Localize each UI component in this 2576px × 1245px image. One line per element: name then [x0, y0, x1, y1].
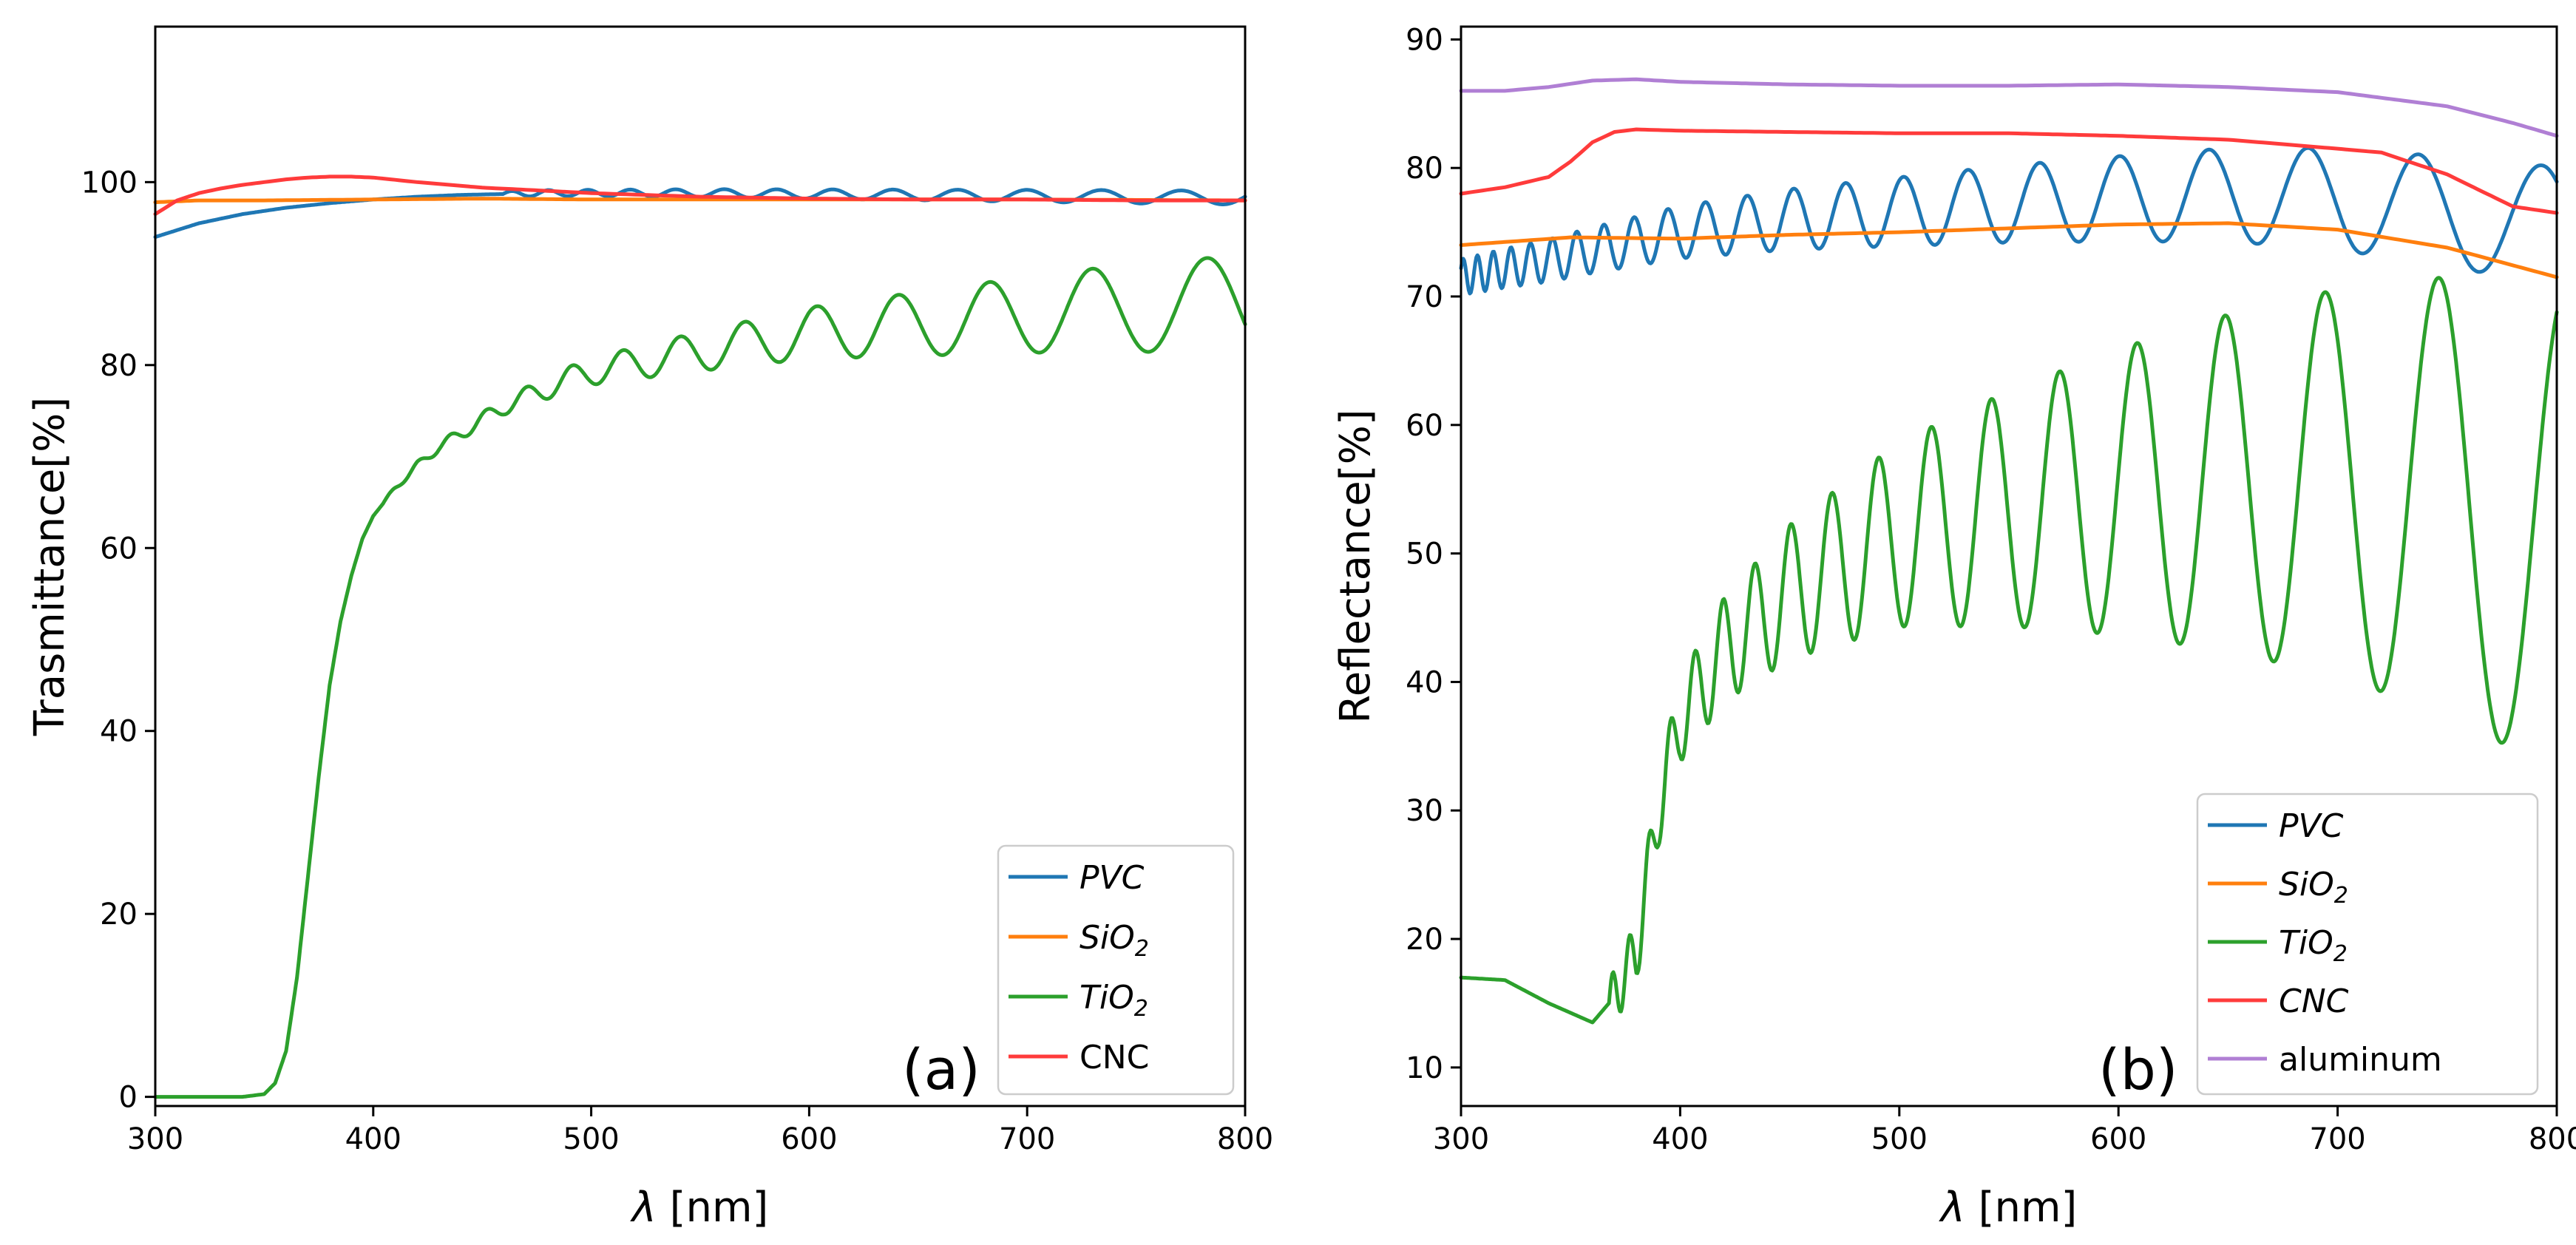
panel-a-x-tick-label: 300 [127, 1122, 183, 1156]
panel-b-y-tick-label: 10 [1406, 1051, 1443, 1085]
panel-b-x-tick-label: 600 [2090, 1122, 2146, 1156]
panel-b-y-tick-label: 30 [1406, 794, 1443, 828]
panel-a-legend-box [997, 844, 1235, 1096]
panel-a-x-tick-label: 800 [1217, 1122, 1273, 1156]
panel-b-series-tio2 [1459, 276, 2559, 1025]
panel-b-legend-label-tio2: TiO2 [2279, 924, 2348, 967]
panel-a-series-cnc [153, 174, 1247, 217]
panel-b-y-tick-label: 80 [1406, 152, 1443, 186]
panel-b-x-tick-label: 500 [1871, 1122, 1928, 1156]
panel-b-legend-label-sio2: SiO2 [2279, 866, 2348, 909]
panel-b-x-tick-label: 700 [2309, 1122, 2365, 1156]
panel-b-y-tick-label: 60 [1406, 409, 1443, 443]
panel-a-y-tick-label: 0 [119, 1081, 138, 1115]
panel-a-legend-label-cnc: CNC [1079, 1039, 1149, 1076]
panel-a-y-tick-label: 60 [100, 532, 138, 566]
panel-a-frame [154, 25, 1247, 1107]
panel-a-x-tick-label: 500 [563, 1122, 619, 1156]
panel-b-y-tick-label: 50 [1406, 537, 1443, 571]
panel-b-x-tick-label: 800 [2529, 1122, 2576, 1156]
panel-b-legend-label-aluminum: aluminum [2279, 1041, 2442, 1079]
panel-b-x-tick-label: 400 [1652, 1122, 1708, 1156]
panel-b-series [1459, 77, 2559, 1025]
panel-b-series-sio2 [1459, 221, 2559, 279]
panel-b-frame [1460, 25, 2558, 1107]
panel-b-x-ticks: 300 400 500 600 700 800 [1433, 1106, 2576, 1156]
panel-b-y-label: Reflectance[%] [1332, 409, 1380, 723]
panel-a-legend-label-sio2: SiO2 [1079, 919, 1149, 962]
panel-b-legend: PVC SiO2 TiO2 CNC aluminum [2196, 793, 2539, 1096]
panel-b-series-pvc [1459, 146, 2559, 296]
panel-b-x-tick-label: 300 [1433, 1122, 1489, 1156]
panel-b-y-tick-label: 40 [1406, 665, 1443, 699]
panel-a: 300 400 500 600 700 800 0 20 40 60 80 100 λ [nm] T… [26, 25, 1273, 1232]
panel-a-y-tick-label: 40 [100, 715, 138, 749]
panel-a-y-tick-label: 20 [100, 898, 138, 932]
panel-b-series-cnc [1459, 127, 2559, 215]
panel-a-y-tick-label: 80 [100, 349, 138, 383]
panel-a-x-tick-label: 400 [345, 1122, 401, 1156]
panel-b-y-tick-label: 90 [1406, 23, 1443, 57]
panel-b-y-ticks: 10 20 30 40 50 60 70 80 90 [1406, 23, 1461, 1085]
panel-a-y-tick-label: 100 [81, 166, 138, 200]
panel-b-legend-label-cnc: CNC [2279, 983, 2349, 1020]
panel-b: 300 400 500 600 700 800 10 20 30 40 50 60 70 80 90 λ … [1332, 23, 2576, 1232]
panel-a-legend-label-tio2: TiO2 [1079, 979, 1148, 1022]
panel-b-label: (b) [2098, 1037, 2178, 1102]
panel-a-series-tio2 [153, 256, 1247, 1099]
panel-b-series-aluminum [1459, 77, 2559, 138]
panel-a-legend: PVC SiO2 TiO2 CNC [997, 844, 1235, 1096]
panel-a-series [153, 174, 1247, 1099]
panel-b-legend-label-pvc: PVC [2279, 807, 2344, 845]
panel-a-x-label: λ [nm] [630, 1184, 769, 1232]
panel-a-y-ticks: 0 20 40 60 80 100 [81, 166, 155, 1115]
panel-b-y-tick-label: 70 [1406, 280, 1443, 314]
panel-a-x-ticks: 300 400 500 600 700 800 [127, 1106, 1273, 1156]
panel-a-label: (a) [902, 1037, 980, 1102]
panel-a-x-tick-label: 600 [781, 1122, 837, 1156]
panel-a-y-label: Trasmittance[%] [26, 397, 74, 736]
panel-b-legend-box [2196, 793, 2539, 1096]
panel-b-x-label: λ [nm] [1939, 1184, 2078, 1232]
panel-a-x-tick-label: 700 [999, 1122, 1055, 1156]
panel-b-y-tick-label: 20 [1406, 923, 1443, 957]
panel-a-legend-label-pvc: PVC [1079, 859, 1145, 897]
